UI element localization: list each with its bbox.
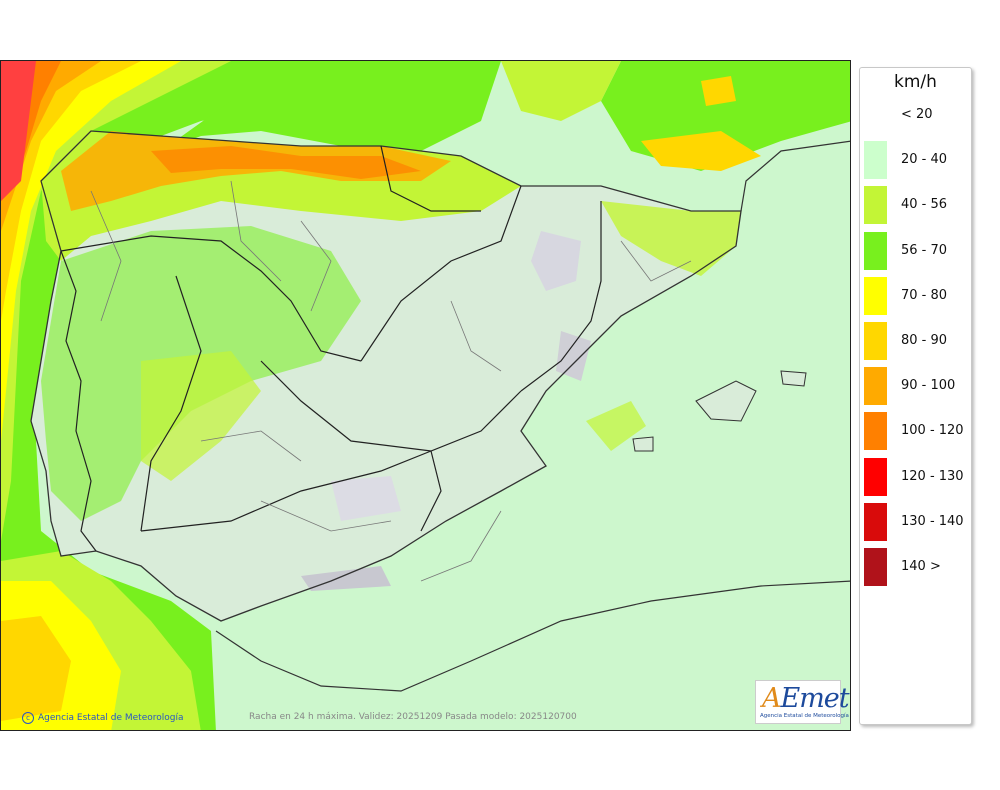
legend-label: 130 - 140: [901, 513, 964, 529]
legend-label: 40 - 56: [901, 197, 948, 213]
legend-swatch: [864, 322, 887, 360]
map-graphic: [1, 61, 850, 730]
legend-swatch: [864, 457, 887, 496]
legend-swatch: [864, 502, 887, 541]
legend-label: 80 - 90: [901, 333, 948, 348]
legend-item: 140 >: [864, 548, 969, 586]
legend-item: 120 - 130: [864, 457, 969, 496]
legend-item: 80 - 90: [864, 322, 969, 360]
aemet-logo: AEmet Agencia Estatal de Meteorología: [755, 680, 850, 724]
legend-label: 70 - 80: [901, 287, 948, 303]
legend-swatch: [864, 548, 887, 586]
map-caption: Racha en 24 h máxima. Validez: 20251209 …: [249, 712, 577, 722]
legend-item: < 20: [864, 96, 969, 134]
legend-item: 90 - 100: [864, 367, 969, 406]
legend-label: 100 - 120: [901, 423, 964, 439]
legend-swatch: [864, 96, 887, 134]
legend: km/h < 20 20 - 40 40 - 56 56 - 70 70 - 80 80 …: [859, 67, 972, 725]
legend-label: 140 >: [901, 559, 941, 574]
legend-item: 20 - 40: [864, 141, 969, 180]
legend-item: 100 - 120: [864, 412, 969, 451]
legend-label: 56 - 70: [901, 242, 948, 258]
map-credit: c Agencia Estatal de Meteorología: [22, 712, 184, 724]
legend-swatch: [864, 141, 887, 180]
copyright-icon: c: [22, 712, 34, 724]
legend-swatch: [864, 412, 887, 451]
logo-subtitle: Agencia Estatal de Meteorología: [760, 713, 849, 719]
legend-label: 90 - 100: [901, 378, 956, 394]
legend-item: 130 - 140: [864, 502, 969, 541]
legend-item: 70 - 80: [864, 276, 969, 315]
legend-swatch: [864, 276, 887, 315]
legend-item: 40 - 56: [864, 186, 969, 225]
legend-label: 120 - 130: [901, 468, 964, 484]
legend-label: 20 - 40: [901, 152, 948, 168]
wind-gust-map: [0, 60, 851, 731]
legend-item: 56 - 70: [864, 231, 969, 270]
logo-mark: AEmet: [762, 683, 850, 714]
legend-label: < 20: [901, 107, 933, 122]
legend-unit: km/h: [894, 72, 937, 92]
legend-swatch: [864, 231, 887, 270]
legend-swatch: [864, 186, 887, 225]
legend-swatch: [864, 367, 887, 406]
credit-text: Agencia Estatal de Meteorología: [38, 713, 184, 723]
